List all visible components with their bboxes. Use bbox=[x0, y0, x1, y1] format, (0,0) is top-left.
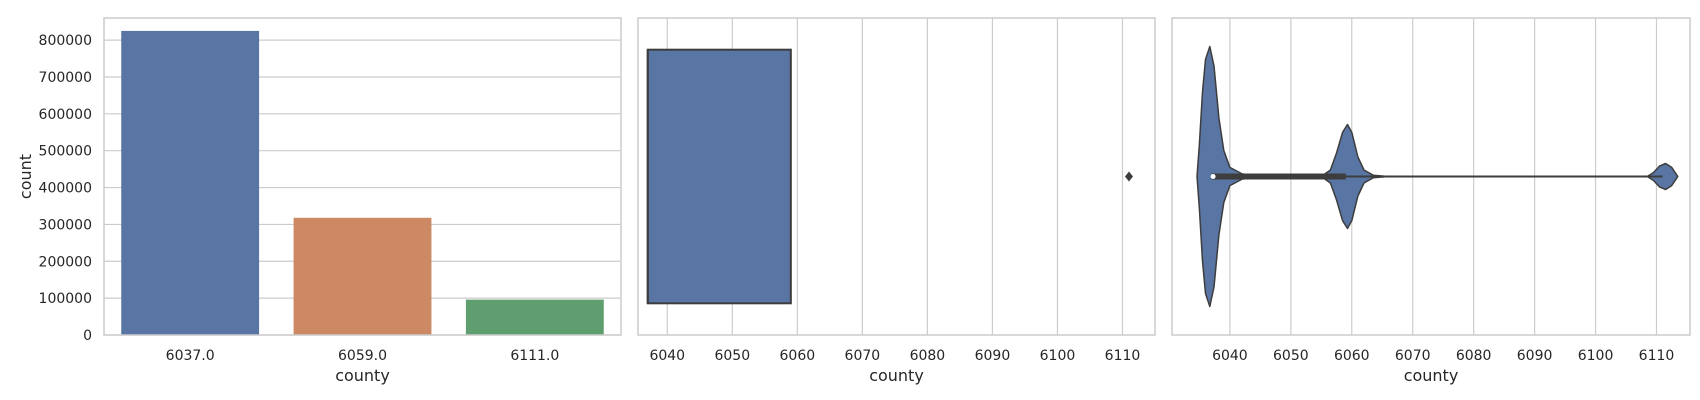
x-tick-label: 6070 bbox=[1395, 348, 1431, 364]
outlier-marker bbox=[1124, 171, 1133, 182]
bar-6037-0 bbox=[121, 30, 260, 336]
x-tick-label: 6060 bbox=[1334, 348, 1370, 364]
bar-6059-0 bbox=[293, 217, 432, 335]
count-bar-chart: 0 100000 200000 300000 400000 500000 600000 700… bbox=[16, 17, 622, 385]
y-tick-label: 400000 bbox=[39, 181, 92, 197]
y-tick-label: 600000 bbox=[39, 107, 92, 123]
x-tick-label: 6037.0 bbox=[166, 348, 215, 364]
y-tick-label: 0 bbox=[83, 328, 92, 344]
x-tick-label: 6090 bbox=[975, 348, 1011, 364]
y-tick-label: 800000 bbox=[39, 33, 92, 49]
y-tick-label: 200000 bbox=[39, 254, 92, 270]
x-tick-label: 6111.0 bbox=[510, 348, 559, 364]
x-tick-label: 6110 bbox=[1639, 348, 1675, 364]
x-tick-label: 6100 bbox=[1040, 348, 1076, 364]
y-tick-label: 700000 bbox=[39, 70, 92, 86]
y-tick-label: 500000 bbox=[39, 144, 92, 160]
x-tick-label: 6059.0 bbox=[338, 348, 387, 364]
axes-frame bbox=[103, 17, 622, 336]
county-violin-plot: 6040 6050 6060 6070 6080 6090 6100 6110 county bbox=[1171, 17, 1691, 385]
axes-frame bbox=[637, 17, 1156, 336]
x-tick-label: 6050 bbox=[714, 348, 750, 364]
x-tick-label: 6090 bbox=[1517, 348, 1553, 364]
x-tick-label: 6080 bbox=[910, 348, 946, 364]
y-tick-label: 300000 bbox=[39, 217, 92, 233]
county-box-plot: 6040 6050 6060 6070 6080 6090 6100 6110 county bbox=[637, 17, 1156, 385]
box bbox=[646, 48, 792, 305]
x-axis-label: county bbox=[1404, 366, 1459, 385]
axes-frame bbox=[1171, 17, 1691, 336]
x-tick-label: 6040 bbox=[1212, 348, 1248, 364]
bar-6111-0 bbox=[465, 299, 604, 335]
x-axis-label: county bbox=[335, 366, 390, 385]
x-tick-label: 6060 bbox=[780, 348, 816, 364]
median-dot bbox=[1210, 174, 1216, 179]
y-tick-label: 100000 bbox=[39, 291, 92, 307]
y-axis-label: count bbox=[16, 154, 35, 199]
x-tick-label: 6070 bbox=[845, 348, 881, 364]
x-tick-label: 6050 bbox=[1273, 348, 1309, 364]
x-axis-label: county bbox=[869, 366, 924, 385]
x-tick-label: 6100 bbox=[1578, 348, 1614, 364]
x-tick-label: 6040 bbox=[649, 348, 685, 364]
x-tick-label: 6080 bbox=[1456, 348, 1492, 364]
x-tick-label: 6110 bbox=[1105, 348, 1141, 364]
